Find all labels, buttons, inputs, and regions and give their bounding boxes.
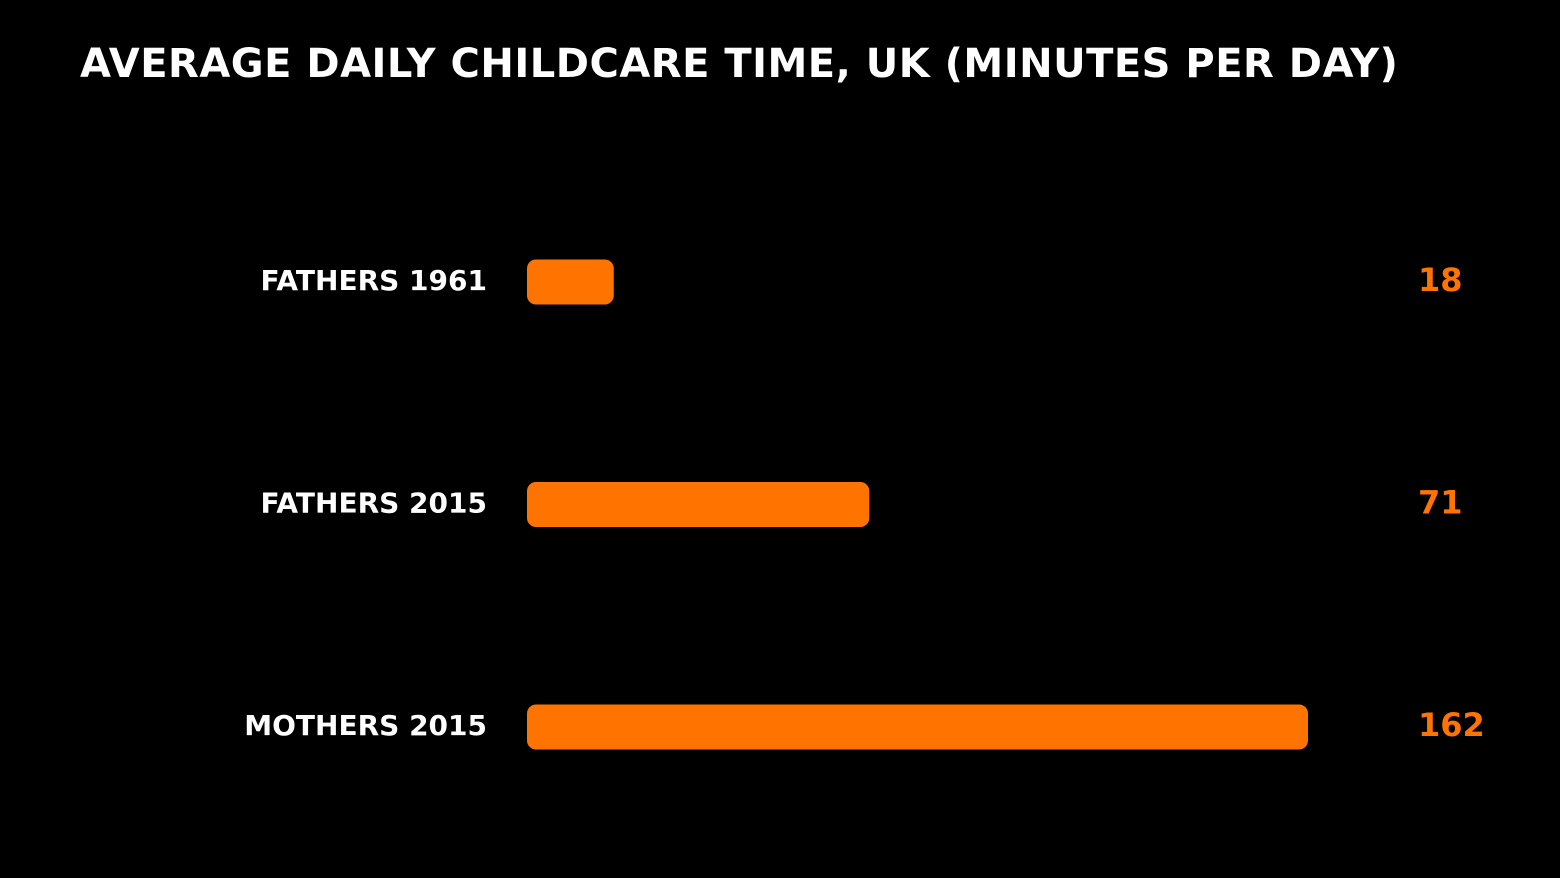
value-label: 162 [1418, 706, 1485, 744]
category-label: FATHERS 1961 [261, 264, 487, 297]
category-label: MOTHERS 2015 [244, 709, 487, 742]
bar [527, 704, 1308, 750]
value-label: 71 [1418, 484, 1463, 522]
category-label: FATHERS 2015 [261, 487, 487, 520]
bar [527, 482, 870, 527]
chart-title: AVERAGE DAILY CHILDCARE TIME, UK (MINUTE… [80, 41, 1398, 87]
value-label: 18 [1418, 261, 1463, 299]
bar [527, 259, 614, 305]
